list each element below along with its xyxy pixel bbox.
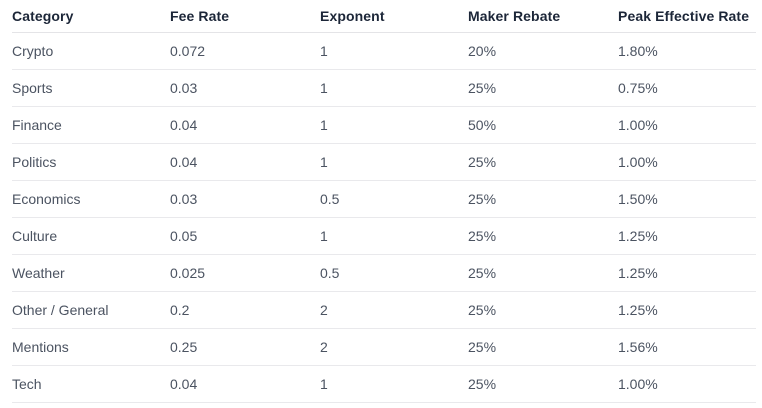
cell-category: Politics [12,143,170,181]
cell-exponent: 1 [320,217,468,255]
cell-maker-rebate: 25% [468,143,618,181]
table-row: Sports 0.03 1 25% 0.75% [12,69,756,107]
cell-category: Other / General [12,291,170,329]
cell-peak-effective-rate: 1.00% [618,106,756,144]
cell-peak-effective-rate: 1.25% [618,254,756,292]
cell-fee-rate: 0.03 [170,180,320,218]
table-row: Other / General 0.2 2 25% 1.25% [12,291,756,329]
cell-peak-effective-rate: 1.25% [618,217,756,255]
cell-exponent: 2 [320,328,468,366]
cell-fee-rate: 0.05 [170,217,320,255]
cell-peak-effective-rate: 1.80% [618,32,756,70]
cell-exponent: 1 [320,69,468,107]
cell-maker-rebate: 25% [468,328,618,366]
cell-exponent: 1 [320,143,468,181]
cell-peak-effective-rate: 0.75% [618,69,756,107]
cell-exponent: 1 [320,365,468,403]
fee-schedule-table: Category Fee Rate Exponent Maker Rebate … [12,0,756,403]
fee-schedule-table-container: Category Fee Rate Exponent Maker Rebate … [12,0,756,403]
table-row: Tech 0.04 1 25% 1.00% [12,365,756,403]
table-row: Politics 0.04 1 25% 1.00% [12,143,756,181]
cell-exponent: 2 [320,291,468,329]
cell-category: Mentions [12,328,170,366]
cell-category: Economics [12,180,170,218]
cell-peak-effective-rate: 1.25% [618,291,756,329]
cell-maker-rebate: 25% [468,180,618,218]
cell-peak-effective-rate: 1.50% [618,180,756,218]
table-row: Weather 0.025 0.5 25% 1.25% [12,254,756,292]
cell-maker-rebate: 25% [468,254,618,292]
cell-fee-rate: 0.04 [170,106,320,144]
column-header-maker-rebate: Maker Rebate [468,0,618,33]
cell-fee-rate: 0.03 [170,69,320,107]
cell-fee-rate: 0.25 [170,328,320,366]
column-header-peak-effective-rate: Peak Effective Rate [618,0,756,33]
column-header-fee-rate: Fee Rate [170,0,320,33]
cell-fee-rate: 0.04 [170,365,320,403]
cell-maker-rebate: 50% [468,106,618,144]
column-header-category: Category [12,0,170,33]
cell-fee-rate: 0.072 [170,32,320,70]
cell-category: Weather [12,254,170,292]
cell-exponent: 1 [320,106,468,144]
cell-category: Sports [12,69,170,107]
cell-maker-rebate: 25% [468,365,618,403]
cell-maker-rebate: 25% [468,217,618,255]
cell-category: Crypto [12,32,170,70]
table-row: Mentions 0.25 2 25% 1.56% [12,328,756,366]
cell-peak-effective-rate: 1.00% [618,365,756,403]
cell-category: Culture [12,217,170,255]
cell-maker-rebate: 25% [468,291,618,329]
cell-exponent: 1 [320,32,468,70]
cell-exponent: 0.5 [320,254,468,292]
cell-fee-rate: 0.2 [170,291,320,329]
table-row: Finance 0.04 1 50% 1.00% [12,106,756,144]
cell-category: Tech [12,365,170,403]
cell-maker-rebate: 20% [468,32,618,70]
table-row: Culture 0.05 1 25% 1.25% [12,217,756,255]
cell-fee-rate: 0.025 [170,254,320,292]
table-row: Economics 0.03 0.5 25% 1.50% [12,180,756,218]
cell-peak-effective-rate: 1.56% [618,328,756,366]
cell-category: Finance [12,106,170,144]
column-header-exponent: Exponent [320,0,468,33]
cell-exponent: 0.5 [320,180,468,218]
cell-peak-effective-rate: 1.00% [618,143,756,181]
cell-fee-rate: 0.04 [170,143,320,181]
table-row: Crypto 0.072 1 20% 1.80% [12,32,756,70]
cell-maker-rebate: 25% [468,69,618,107]
table-header-row: Category Fee Rate Exponent Maker Rebate … [12,0,756,33]
